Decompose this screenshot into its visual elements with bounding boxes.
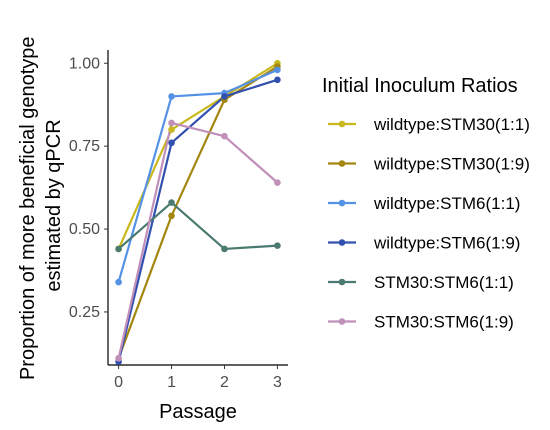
legend-item: STM30:STM6(1:1) — [328, 273, 514, 292]
x-tick-label: 0 — [114, 374, 123, 391]
legend-item: STM30:STM6(1:9) — [328, 313, 514, 332]
y-tick-label: 0.75 — [69, 138, 100, 155]
legend-label: wildtype:STM30(1:9) — [373, 155, 530, 174]
data-point — [168, 139, 175, 147]
legend: Initial Inoculum Ratios wildtype:STM30(1… — [322, 75, 530, 332]
series-points — [115, 59, 281, 365]
series-line — [117, 201, 278, 251]
series-line — [117, 65, 278, 359]
data-point — [115, 355, 122, 362]
data-point — [274, 179, 281, 186]
x-tick-label: 1 — [167, 374, 176, 391]
data-point — [168, 119, 175, 127]
legend-label: STM30:STM6(1:1) — [374, 273, 514, 292]
legend-item: wildtype:STM6(1:9) — [328, 234, 520, 253]
x-tick-label: 2 — [220, 374, 229, 391]
data-point — [115, 245, 122, 253]
legend-item: wildtype:STM30(1:1) — [328, 115, 530, 134]
data-point — [221, 93, 228, 100]
data-point — [168, 212, 175, 220]
legend-label: wildtype:STM30(1:1) — [373, 115, 530, 134]
legend-label: wildtype:STM6(1:1) — [373, 194, 520, 213]
legend-key-point — [338, 120, 346, 128]
data-point — [115, 278, 122, 286]
series-line — [117, 78, 278, 362]
legend-items: wildtype:STM30(1:1) wildtype:STM30(1:9) wi… — [328, 115, 530, 332]
legend-item: wildtype:STM6(1:1) — [328, 194, 520, 213]
y-axis-title: Proportion of more beneficial genotype e… — [17, 31, 65, 380]
x-axis-title: Passage — [159, 401, 237, 423]
legend-key-point — [338, 278, 346, 286]
data-point — [168, 93, 175, 100]
x-tick-label: 3 — [273, 374, 282, 391]
data-point — [168, 199, 175, 206]
legend-key-point — [338, 318, 346, 325]
y-tick-label: 1.00 — [69, 55, 100, 72]
legend-key-point — [338, 239, 346, 246]
axes — [107, 50, 288, 366]
y-tick-label: 0.25 — [69, 304, 100, 321]
x-ticks: 0 1 2 3 — [114, 365, 282, 391]
data-point — [274, 76, 281, 84]
series-line — [117, 68, 278, 283]
data-point — [221, 245, 228, 253]
data-point — [221, 132, 228, 140]
data-point — [274, 66, 281, 74]
legend-label: STM30:STM6(1:9) — [374, 313, 514, 332]
series-lines — [117, 62, 279, 362]
legend-title: Initial Inoculum Ratios — [322, 75, 518, 97]
legend-item: wildtype:STM30(1:9) — [328, 155, 530, 174]
y-tick-label: 0.50 — [69, 221, 100, 238]
y-axis-title-line-2: estimated by qPCR — [43, 119, 65, 291]
legend-key-point — [338, 199, 346, 207]
data-point — [274, 242, 281, 249]
legend-key-point — [338, 160, 346, 167]
legend-label: wildtype:STM6(1:9) — [373, 234, 520, 253]
data-point — [168, 126, 175, 133]
series-line — [117, 121, 279, 359]
y-axis-title-line-1: Proportion of more beneficial genotype — [17, 37, 39, 381]
y-ticks: 0.25 0.50 0.75 1.00 — [69, 55, 108, 321]
